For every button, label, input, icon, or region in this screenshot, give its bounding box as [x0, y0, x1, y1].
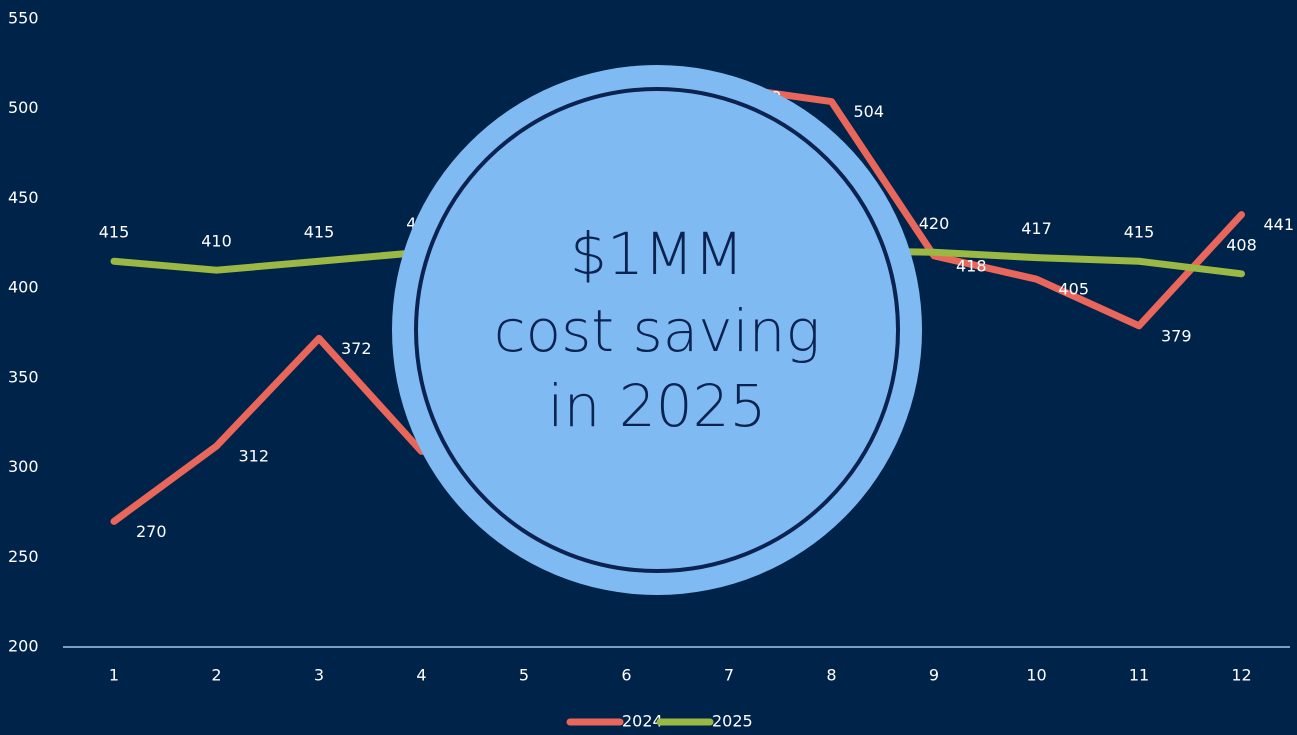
x-tick-label: 1 [109, 666, 119, 685]
data-label: 270 [136, 522, 167, 541]
x-tick-label: 10 [1026, 666, 1046, 685]
data-label: 415 [99, 223, 130, 242]
callout-text: $1MM [570, 220, 744, 288]
callout-circle [392, 65, 922, 595]
y-tick-label: 500 [8, 98, 39, 117]
legend-label: 2025 [712, 712, 753, 731]
x-tick-label: 3 [314, 666, 324, 685]
data-label: 312 [239, 447, 270, 466]
x-tick-label: 2 [211, 666, 221, 685]
data-label: 415 [304, 223, 335, 242]
callout-text: in 2025 [548, 372, 767, 440]
x-tick-label: 4 [416, 666, 426, 685]
y-tick-label: 200 [8, 637, 39, 656]
data-label: 441 [1264, 215, 1295, 234]
data-label: 405 [1059, 280, 1090, 299]
data-label: 410 [201, 232, 232, 251]
x-tick-label: 11 [1129, 666, 1149, 685]
y-tick-label: 250 [8, 547, 39, 566]
data-label: 415 [1124, 223, 1155, 242]
data-label: 417 [1021, 219, 1052, 238]
data-label: 504 [854, 102, 885, 121]
callout-ring [414, 87, 900, 573]
y-tick-label: 400 [8, 278, 39, 297]
data-label: 418 [956, 256, 987, 275]
x-tick-label: 6 [621, 666, 631, 685]
callout-text: cost saving [494, 297, 821, 365]
y-tick-label: 300 [8, 457, 39, 476]
x-tick-label: 7 [724, 666, 734, 685]
data-label: 408 [1226, 235, 1257, 254]
y-tick-label: 550 [8, 9, 39, 28]
legend-label: 2024 [622, 712, 663, 731]
x-tick-label: 5 [519, 666, 529, 685]
x-tick-label: 9 [929, 666, 939, 685]
y-tick-label: 450 [8, 188, 39, 207]
data-label: 379 [1161, 326, 1192, 345]
y-tick-label: 350 [8, 367, 39, 386]
x-tick-label: 12 [1231, 666, 1251, 685]
data-label: 420 [919, 214, 950, 233]
x-tick-label: 8 [826, 666, 836, 685]
data-label: 372 [341, 339, 372, 358]
